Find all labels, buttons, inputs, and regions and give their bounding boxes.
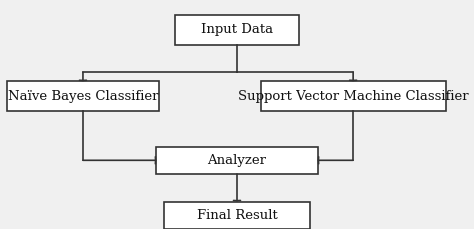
Bar — [156, 147, 318, 174]
Text: Input Data: Input Data — [201, 23, 273, 36]
Bar — [164, 202, 310, 229]
Bar — [175, 15, 299, 45]
Text: Final Result: Final Result — [197, 209, 277, 222]
Text: Support Vector Machine Classifier: Support Vector Machine Classifier — [238, 90, 468, 103]
Text: Analyzer: Analyzer — [208, 154, 266, 167]
Bar — [7, 81, 159, 111]
Bar — [261, 81, 446, 111]
Text: Naïve Bayes Classifier: Naïve Bayes Classifier — [8, 90, 158, 103]
